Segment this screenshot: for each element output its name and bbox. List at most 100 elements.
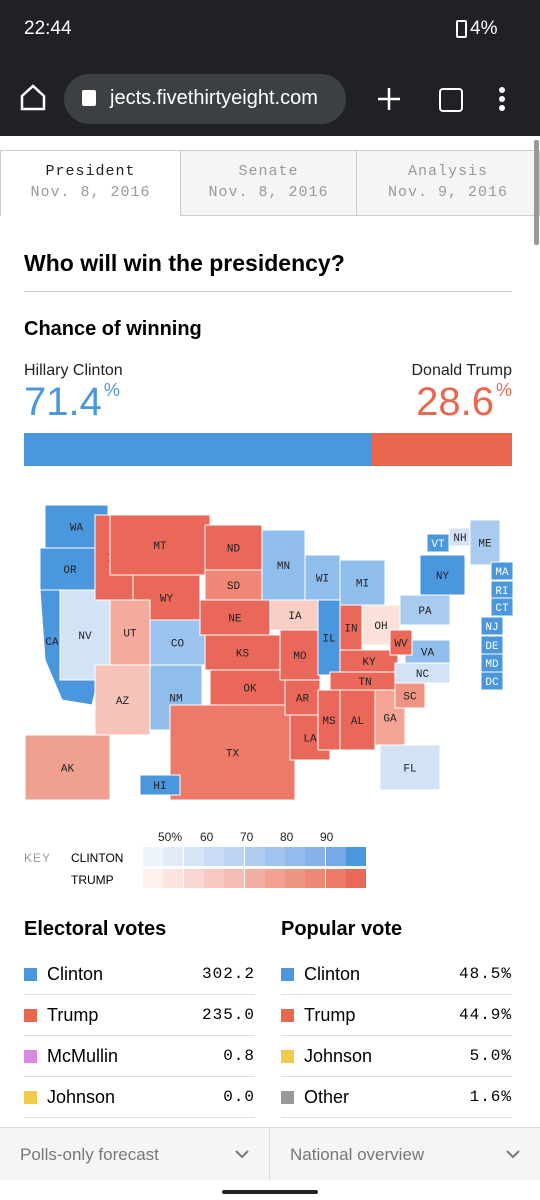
result-row: Trump 235.0 [24, 995, 255, 1036]
state-label: MA [495, 567, 509, 579]
swatch [281, 1049, 294, 1063]
key-cell [285, 869, 306, 888]
state-label: IA [288, 611, 302, 623]
state-label: WY [160, 594, 174, 606]
key-cell [183, 847, 204, 866]
result-row: Johnson 0.0 [24, 1077, 255, 1118]
chevron [506, 1150, 520, 1159]
result-value: 44.9% [458, 1006, 512, 1024]
footer-button[interactable]: Polls-only forecast [20, 1145, 159, 1164]
map: WAORCANVIDMTWYUTCOAZNMNDSDNEKSOKTXMNIAMO… [24, 504, 514, 801]
state [139, 774, 181, 796]
state [339, 689, 376, 751]
probability-unit: % [103, 380, 120, 400]
state [204, 524, 263, 571]
state-label: NE [228, 614, 242, 626]
state [469, 519, 501, 566]
key-cell [346, 847, 366, 866]
state-label: OH [374, 621, 387, 633]
state-label: ME [478, 539, 492, 551]
tab[interactable]: Senate Nov. 8, 2016 [180, 150, 357, 216]
state-label: MO [293, 651, 307, 663]
tab-date: Nov. 8, 2016 [30, 184, 151, 201]
probability-value: 28.6 [416, 380, 494, 424]
result-value: 235.0 [201, 1006, 255, 1024]
divider [269, 1128, 270, 1181]
result-name: Clinton [304, 963, 361, 984]
address-bar[interactable]: jects.fivethirtyeight.com [64, 74, 346, 124]
key-cell [325, 869, 346, 888]
state-label: AL [351, 716, 364, 728]
key-cell [183, 869, 204, 888]
state [419, 554, 466, 596]
new-tab-button[interactable] [374, 84, 404, 114]
candidate-name: Donald Trump [411, 362, 513, 379]
state [109, 599, 151, 666]
state-label: LA [303, 734, 317, 746]
state-label: CT [495, 603, 509, 615]
state-label: NC [416, 669, 430, 681]
probability: 28.6% [416, 380, 512, 425]
state-label: SC [403, 692, 417, 704]
state-label: TN [358, 677, 371, 689]
tabs-button[interactable] [439, 88, 463, 112]
footer-button[interactable]: National overview [290, 1145, 425, 1164]
state [204, 634, 281, 671]
state-label: KS [236, 649, 250, 661]
state [59, 589, 111, 681]
key-cell [325, 847, 346, 866]
heading: Who will win the presidency? [24, 250, 512, 292]
key-tick: 70 [240, 830, 254, 844]
state-label: FL [403, 764, 416, 776]
state-label: NJ [485, 622, 498, 634]
key-cell [244, 847, 265, 866]
key-tick: 60 [200, 830, 214, 844]
state-label: WA [70, 523, 84, 535]
result-name: Trump [304, 1004, 356, 1025]
swatch [281, 1090, 294, 1104]
key-cell [203, 869, 224, 888]
tab[interactable]: Analysis Nov. 9, 2016 [356, 150, 540, 216]
state-label: TX [226, 749, 240, 761]
state-label: VA [421, 648, 435, 660]
state-label: NV [78, 631, 92, 643]
footer: Polls-only forecast National overview [0, 1127, 540, 1181]
state-label: WV [394, 639, 408, 651]
probability-value: 71.4 [24, 380, 102, 424]
state-label: DC [485, 677, 499, 689]
result-row: Clinton 48.5% [281, 954, 512, 995]
tab[interactable]: President Nov. 8, 2016 [0, 150, 181, 216]
state-label: IN [344, 624, 357, 636]
section-title: Popular vote [281, 918, 403, 940]
home-button[interactable] [18, 82, 48, 112]
state [39, 547, 101, 591]
tab-date: Nov. 8, 2016 [208, 184, 329, 201]
key-cell [346, 869, 366, 888]
state-label: DE [485, 641, 499, 653]
result-value: 0.0 [223, 1088, 255, 1106]
section-title: Electoral votes [24, 918, 167, 940]
menu-button[interactable] [494, 84, 510, 114]
candidate-name: Hillary Clinton [24, 362, 123, 379]
state-label: CA [45, 637, 59, 649]
key-cell [285, 847, 306, 866]
result-value: 302.2 [201, 965, 255, 983]
key-cell [224, 869, 245, 888]
state-label: WI [316, 574, 329, 586]
state-label: RI [495, 586, 508, 598]
state-label: GA [383, 714, 397, 726]
state-label: HI [153, 781, 166, 793]
tab-label: President [45, 163, 136, 180]
result-name: Johnson [304, 1045, 373, 1066]
state [389, 629, 413, 656]
state [109, 514, 211, 576]
key-cell [244, 869, 265, 888]
key-cell [305, 847, 326, 866]
url: jects.fivethirtyeight.com [110, 87, 318, 109]
key-cell [264, 847, 285, 866]
state [394, 682, 426, 709]
result-name: Clinton [47, 963, 104, 984]
key-cell [163, 847, 184, 866]
key-cell [143, 869, 163, 888]
tab-date: Nov. 9, 2016 [387, 184, 509, 201]
